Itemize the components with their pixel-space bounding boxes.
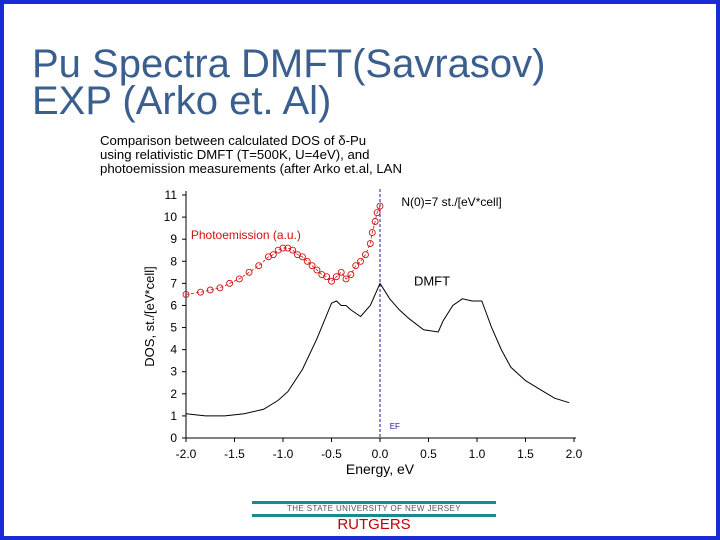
series-point-photoemission xyxy=(182,290,190,298)
footer-rule-bottom xyxy=(252,514,496,517)
x-axis-label: Energy, eV xyxy=(346,461,415,477)
x-tick-label: 0.5 xyxy=(420,447,437,461)
slide-title: Pu Spectra DMFT(Savrasov) EXP (Arko et. … xyxy=(32,42,546,123)
y-tick-label: 6 xyxy=(170,298,177,312)
dos-chart: -2.0 -1.5 -1.0 -0.5 0.0 0.5 1.0 1.5 2.0 0 1 2 3 4 5 6 7 8… xyxy=(142,188,583,477)
plot-frame xyxy=(185,191,576,439)
axis-ticks: -2.0 -1.5 -1.0 -0.5 0.0 0.5 1.0 1.5 2.0 0 1 2 3 4 5 6 7 8… xyxy=(164,188,583,461)
series-point-photoemission xyxy=(357,257,365,265)
series-point-photoemission xyxy=(328,277,335,285)
y-tick-label: 7 xyxy=(170,276,177,290)
series-line-dmft xyxy=(185,282,570,417)
series-point-photoemission xyxy=(303,257,311,265)
series-point-photoemission xyxy=(313,266,321,274)
y-tick-label: 2 xyxy=(170,387,177,401)
chart-caption-line-3: photoemission measurements (after Arko e… xyxy=(100,161,402,176)
slide-title-line-2: EXP (Arko et. Al) xyxy=(32,79,332,123)
annotation-photoemission: Photoemission (a.u.) xyxy=(191,228,301,242)
chart-caption-line-1: Comparison between calculated DOS of δ-P… xyxy=(100,133,367,148)
chart-caption-line-2: using relativistic DMFT (T=500K, U=4eV),… xyxy=(100,147,370,162)
footer-university: THE STATE UNIVERSITY OF NEW JERSEY xyxy=(286,504,462,513)
series-point-photoemission xyxy=(197,288,205,296)
y-tick-label: 11 xyxy=(165,188,178,202)
series-point-photoemission xyxy=(342,275,350,283)
annotation-n0: N(0)=7 st./[eV*cell] xyxy=(401,195,501,209)
y-tick-label: 3 xyxy=(170,365,177,379)
y-axis-label: DOS, st./[eV*cell] xyxy=(142,266,157,366)
y-tick-label: 4 xyxy=(170,343,177,357)
series-point-photoemission xyxy=(366,240,374,248)
x-tick-label: -2.0 xyxy=(176,447,197,461)
footer-brand: RUTGERS xyxy=(337,516,411,533)
x-tick-label: 1.5 xyxy=(517,447,534,461)
y-tick-label: 5 xyxy=(170,321,177,335)
y-tick-label: 0 xyxy=(170,431,177,445)
series-point-photoemission xyxy=(373,209,381,217)
footer-rule-top xyxy=(252,501,496,504)
annotation-ef: EF xyxy=(390,422,400,431)
y-tick-label: 8 xyxy=(170,254,177,268)
series-point-photoemission xyxy=(279,244,287,252)
series-point-photoemission xyxy=(352,262,360,270)
series-point-photoemission xyxy=(289,246,297,254)
slide: Pu Spectra DMFT(Savrasov) EXP (Arko et. … xyxy=(4,4,716,536)
series-point-photoemission xyxy=(376,202,384,210)
y-tick-label: 9 xyxy=(170,232,177,246)
series-point-photoemission xyxy=(347,271,355,278)
series-point-photoemission xyxy=(216,284,224,292)
series-point-photoemission xyxy=(226,279,234,287)
slide-title-line-1: Pu Spectra DMFT(Savrasov) xyxy=(32,42,546,86)
series-point-photoemission xyxy=(269,251,277,259)
y-tick-label: 1 xyxy=(170,409,177,423)
series-point-photoemission xyxy=(245,268,253,276)
series-point-photoemission xyxy=(368,229,376,237)
series-point-photoemission xyxy=(362,251,369,259)
series-line-photoemission xyxy=(185,205,381,295)
x-tick-label: 0.0 xyxy=(372,447,389,461)
x-tick-label: -0.5 xyxy=(321,447,342,461)
plot-series xyxy=(182,189,570,438)
x-tick-label: 1.0 xyxy=(469,447,486,461)
annotation-dmft: DMFT xyxy=(414,274,450,289)
chart-caption: Comparison between calculated DOS of δ-P… xyxy=(100,134,402,176)
series-point-photoemission xyxy=(308,262,316,270)
series-point-photoemission xyxy=(337,268,345,276)
series-point-photoemission xyxy=(298,253,306,261)
series-point-photoemission xyxy=(235,275,243,283)
x-tick-label: -1.5 xyxy=(224,447,245,461)
series-point-photoemission xyxy=(332,273,340,281)
x-tick-label: 2.0 xyxy=(566,447,583,461)
plot-labels: DOS, st./[eV*cell] Energy, eV N(0)=7 st.… xyxy=(142,195,502,477)
series-point-photoemission xyxy=(255,262,263,270)
y-tick-label: 10 xyxy=(164,210,178,224)
x-tick-label: -1.0 xyxy=(273,447,294,461)
series-point-photoemission xyxy=(371,218,379,225)
series-point-photoemission xyxy=(206,286,214,294)
series-point-photoemission xyxy=(323,273,331,281)
